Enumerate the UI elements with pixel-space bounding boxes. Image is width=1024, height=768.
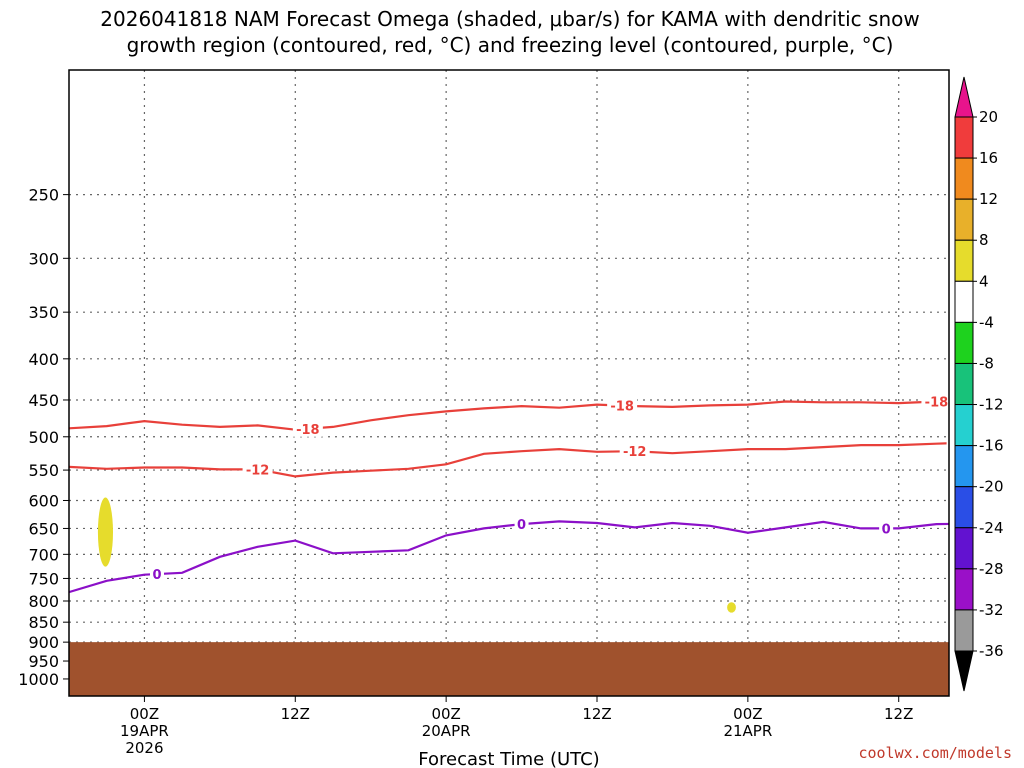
colorbar-band-6 — [954, 362, 974, 406]
colorbar-band-0 — [954, 116, 974, 159]
colorbar-label-0: 20 — [979, 108, 998, 126]
chart-title-line-1: 2026041818 NAM Forecast Omega (shaded, μ… — [100, 7, 919, 31]
x-tick-label-h48-0: 00Z — [733, 705, 762, 723]
contour-label-bg-0-0 — [292, 420, 323, 437]
colorbar-band-8 — [954, 445, 974, 488]
colorbar-band-12 — [954, 609, 974, 652]
y-tick-label-850: 850 — [28, 613, 59, 632]
colorbar-band-10 — [954, 527, 974, 570]
y-tick-label-800: 800 — [28, 592, 59, 611]
colorbar-label-5: -4 — [979, 313, 994, 331]
y-tick-label-350: 350 — [28, 303, 59, 322]
contour-line-1 — [69, 442, 949, 478]
colorbar-label-13: -36 — [979, 642, 1004, 660]
colorbar-band-3 — [954, 239, 974, 282]
contour-label-bg-2-0 — [150, 566, 164, 583]
y-tick-label-500: 500 — [28, 428, 59, 447]
time-axis: 00Z19APR202612Z00Z20APR12Z00Z21APR12Z00Z… — [120, 696, 913, 757]
omega-shading-layer — [97, 497, 736, 613]
colorbar-label-12: -32 — [979, 601, 1004, 619]
contour-label-2-0: 0 — [152, 568, 161, 583]
colorbar-band-4 — [954, 280, 974, 323]
colorbar: 20 16 12 8 4 -4 -8 -12 -16 -20 -24 -28 -32 -36 — [954, 76, 1004, 692]
contour-label-0-0: -18 — [296, 423, 320, 438]
contour-label-bg-0-1 — [607, 397, 638, 414]
y-tick-label-1000: 1000 — [18, 670, 59, 689]
colorbar-label-3: 8 — [979, 231, 989, 249]
contour-label-2-1: 0 — [517, 518, 526, 533]
y-tick-label-600: 600 — [28, 491, 59, 510]
colorbar-band-11 — [954, 568, 974, 611]
colorbar-label-2: 12 — [979, 190, 998, 208]
contour-label-bg-1-2 — [946, 434, 949, 451]
contour-label-bg-1-1 — [619, 443, 650, 460]
contour-label-0-1: -18 — [610, 400, 634, 415]
y-tick-label-750: 750 — [28, 569, 59, 588]
colorbar-label-9: -20 — [979, 478, 1004, 496]
contour-line-0 — [69, 400, 949, 431]
colorbar-band-1 — [954, 157, 974, 200]
colorbar-label-10: -24 — [979, 519, 1004, 537]
colorbar-bottom-arrow — [954, 650, 974, 692]
pressure-axis: 2503003504004505005506006507007508008509… — [18, 186, 69, 689]
contour-label-bg-0-2 — [921, 393, 949, 410]
contour-line-2 — [69, 520, 949, 594]
contour-label-1-1: -12 — [623, 445, 647, 460]
x-axis-title: Forecast Time (UTC) — [418, 749, 599, 768]
colorbar-label-6: -8 — [979, 354, 994, 372]
y-tick-label-900: 900 — [28, 633, 59, 652]
x-tick-label-h0-0: 00Z — [130, 705, 159, 723]
colorbar-label-7: -12 — [979, 396, 1004, 414]
y-tick-label-300: 300 — [28, 249, 59, 268]
contour-label-1-0: -12 — [246, 463, 270, 478]
colorbar-band-5 — [954, 321, 974, 364]
y-tick-label-250: 250 — [28, 186, 59, 205]
y-tick-label-400: 400 — [28, 350, 59, 369]
y-tick-label-450: 450 — [28, 391, 59, 410]
x-tick-label-h12-0: 12Z — [281, 705, 310, 723]
colorbar-band-2 — [954, 198, 974, 241]
colorbar-label-4: 4 — [979, 272, 989, 290]
grid-lines — [69, 70, 949, 696]
x-tick-label-h24-1: 20APR — [422, 722, 471, 740]
colorbar-label-1: 16 — [979, 149, 998, 167]
x-tick-label-h60-0: 12Z — [884, 705, 913, 723]
omega-region-1 — [727, 602, 736, 613]
colorbar-band-9 — [954, 486, 974, 529]
x-tick-label-h0-1: 19APR — [120, 722, 169, 740]
contour-label-2-2: 0 — [882, 522, 891, 537]
contour-label-0-2: -18 — [925, 396, 949, 411]
x-tick-label-h0-2: 2026 — [125, 739, 163, 757]
plot-frame — [68, 69, 950, 697]
y-tick-label-950: 950 — [28, 652, 59, 671]
colorbar-band-7 — [954, 404, 974, 447]
contour-label-bg-1-0 — [242, 461, 273, 478]
colorbar-top-arrow — [954, 76, 974, 118]
terrain-layer — [69, 642, 949, 696]
contour-label-bg-2-2 — [879, 520, 894, 537]
colorbar-label-8: -16 — [979, 437, 1004, 455]
colorbar-label-11: -28 — [979, 560, 1004, 578]
chart-title-line-2: growth region (contoured, red, °C) and f… — [127, 33, 894, 57]
y-tick-label-550: 550 — [28, 461, 59, 480]
y-tick-label-700: 700 — [28, 545, 59, 564]
site-credit[interactable]: coolwx.com/models — [858, 744, 1012, 762]
x-tick-label-h36-0: 12Z — [582, 705, 611, 723]
y-tick-label-650: 650 — [28, 519, 59, 538]
x-tick-label-h24-0: 00Z — [431, 705, 460, 723]
omega-region-0 — [97, 497, 114, 567]
contour-label-bg-2-1 — [514, 516, 529, 533]
terrain-fill — [69, 642, 949, 696]
x-tick-label-h48-1: 21APR — [723, 722, 772, 740]
